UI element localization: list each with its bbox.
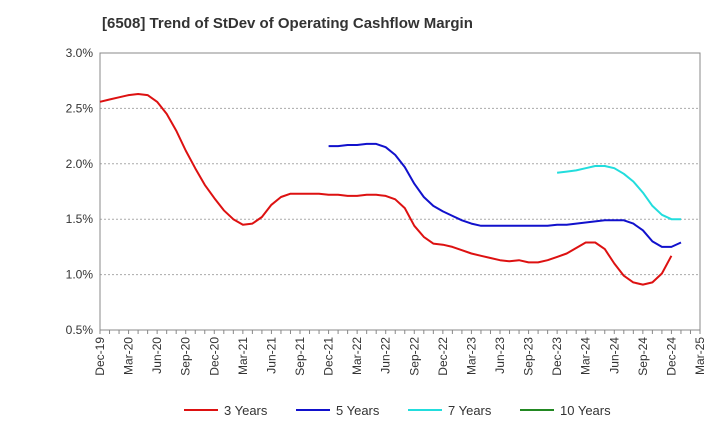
plot-frame (99, 52, 701, 331)
x-tick-label: Sep-23 (522, 337, 536, 376)
y-tick-label: 2.5% (66, 101, 94, 115)
x-tick-label: Dec-21 (322, 337, 336, 376)
x-tick-label: Mar-22 (350, 337, 364, 375)
grid-layer (100, 107, 700, 276)
x-tick-label: Mar-23 (464, 337, 478, 375)
series-line-7-years (556, 165, 681, 221)
legend-label: 5 Years (336, 403, 380, 418)
x-tick-label: Dec-20 (207, 337, 221, 376)
legend-label: 3 Years (224, 403, 268, 418)
x-tick-label: Jun-21 (264, 337, 278, 374)
legend-label: 7 Years (448, 403, 492, 418)
y-tick-label: 1.5% (66, 212, 94, 226)
legend: 3 Years 5 Years 7 Years 10 Years (184, 403, 611, 418)
x-tick-label: Sep-21 (293, 337, 307, 376)
x-tick-label: Mar-24 (579, 337, 593, 375)
x-tick-label: Dec-22 (436, 337, 450, 376)
x-tick-label: Jun-23 (493, 337, 507, 374)
y-tick-label: 3.0% (66, 46, 94, 60)
x-tick-label: Mar-20 (122, 337, 136, 375)
x-tick-label: Dec-23 (550, 337, 564, 376)
x-tick-label: Jun-24 (607, 337, 621, 374)
x-tick-label: Dec-19 (93, 337, 107, 376)
x-tick-label: Mar-21 (236, 337, 250, 375)
series-layer (99, 93, 682, 286)
x-tick-label: Sep-22 (407, 337, 421, 376)
axis-layer: 0.5% 1.0% 1.5% 2.0% 2.5% 3.0% Dec-19 Mar-20 Jun-… (66, 46, 707, 376)
y-tick-label: 1.0% (66, 268, 94, 282)
chart-title: [6508] Trend of StDev of Operating Cashf… (102, 15, 473, 32)
y-tick-label: 2.0% (66, 157, 94, 171)
x-tick-label: Sep-24 (636, 337, 650, 376)
legend-label: 10 Years (560, 403, 611, 418)
series-line-3-years (99, 93, 673, 286)
x-tick-label: Dec-24 (664, 337, 678, 376)
y-tick-label: 0.5% (66, 323, 94, 337)
x-tick-label: Sep-20 (179, 337, 193, 376)
x-tick-label: Mar-25 (693, 337, 707, 375)
series-line-5-years (328, 142, 682, 248)
x-tick-label: Jun-22 (379, 337, 393, 374)
x-tick-label: Jun-20 (150, 337, 164, 374)
